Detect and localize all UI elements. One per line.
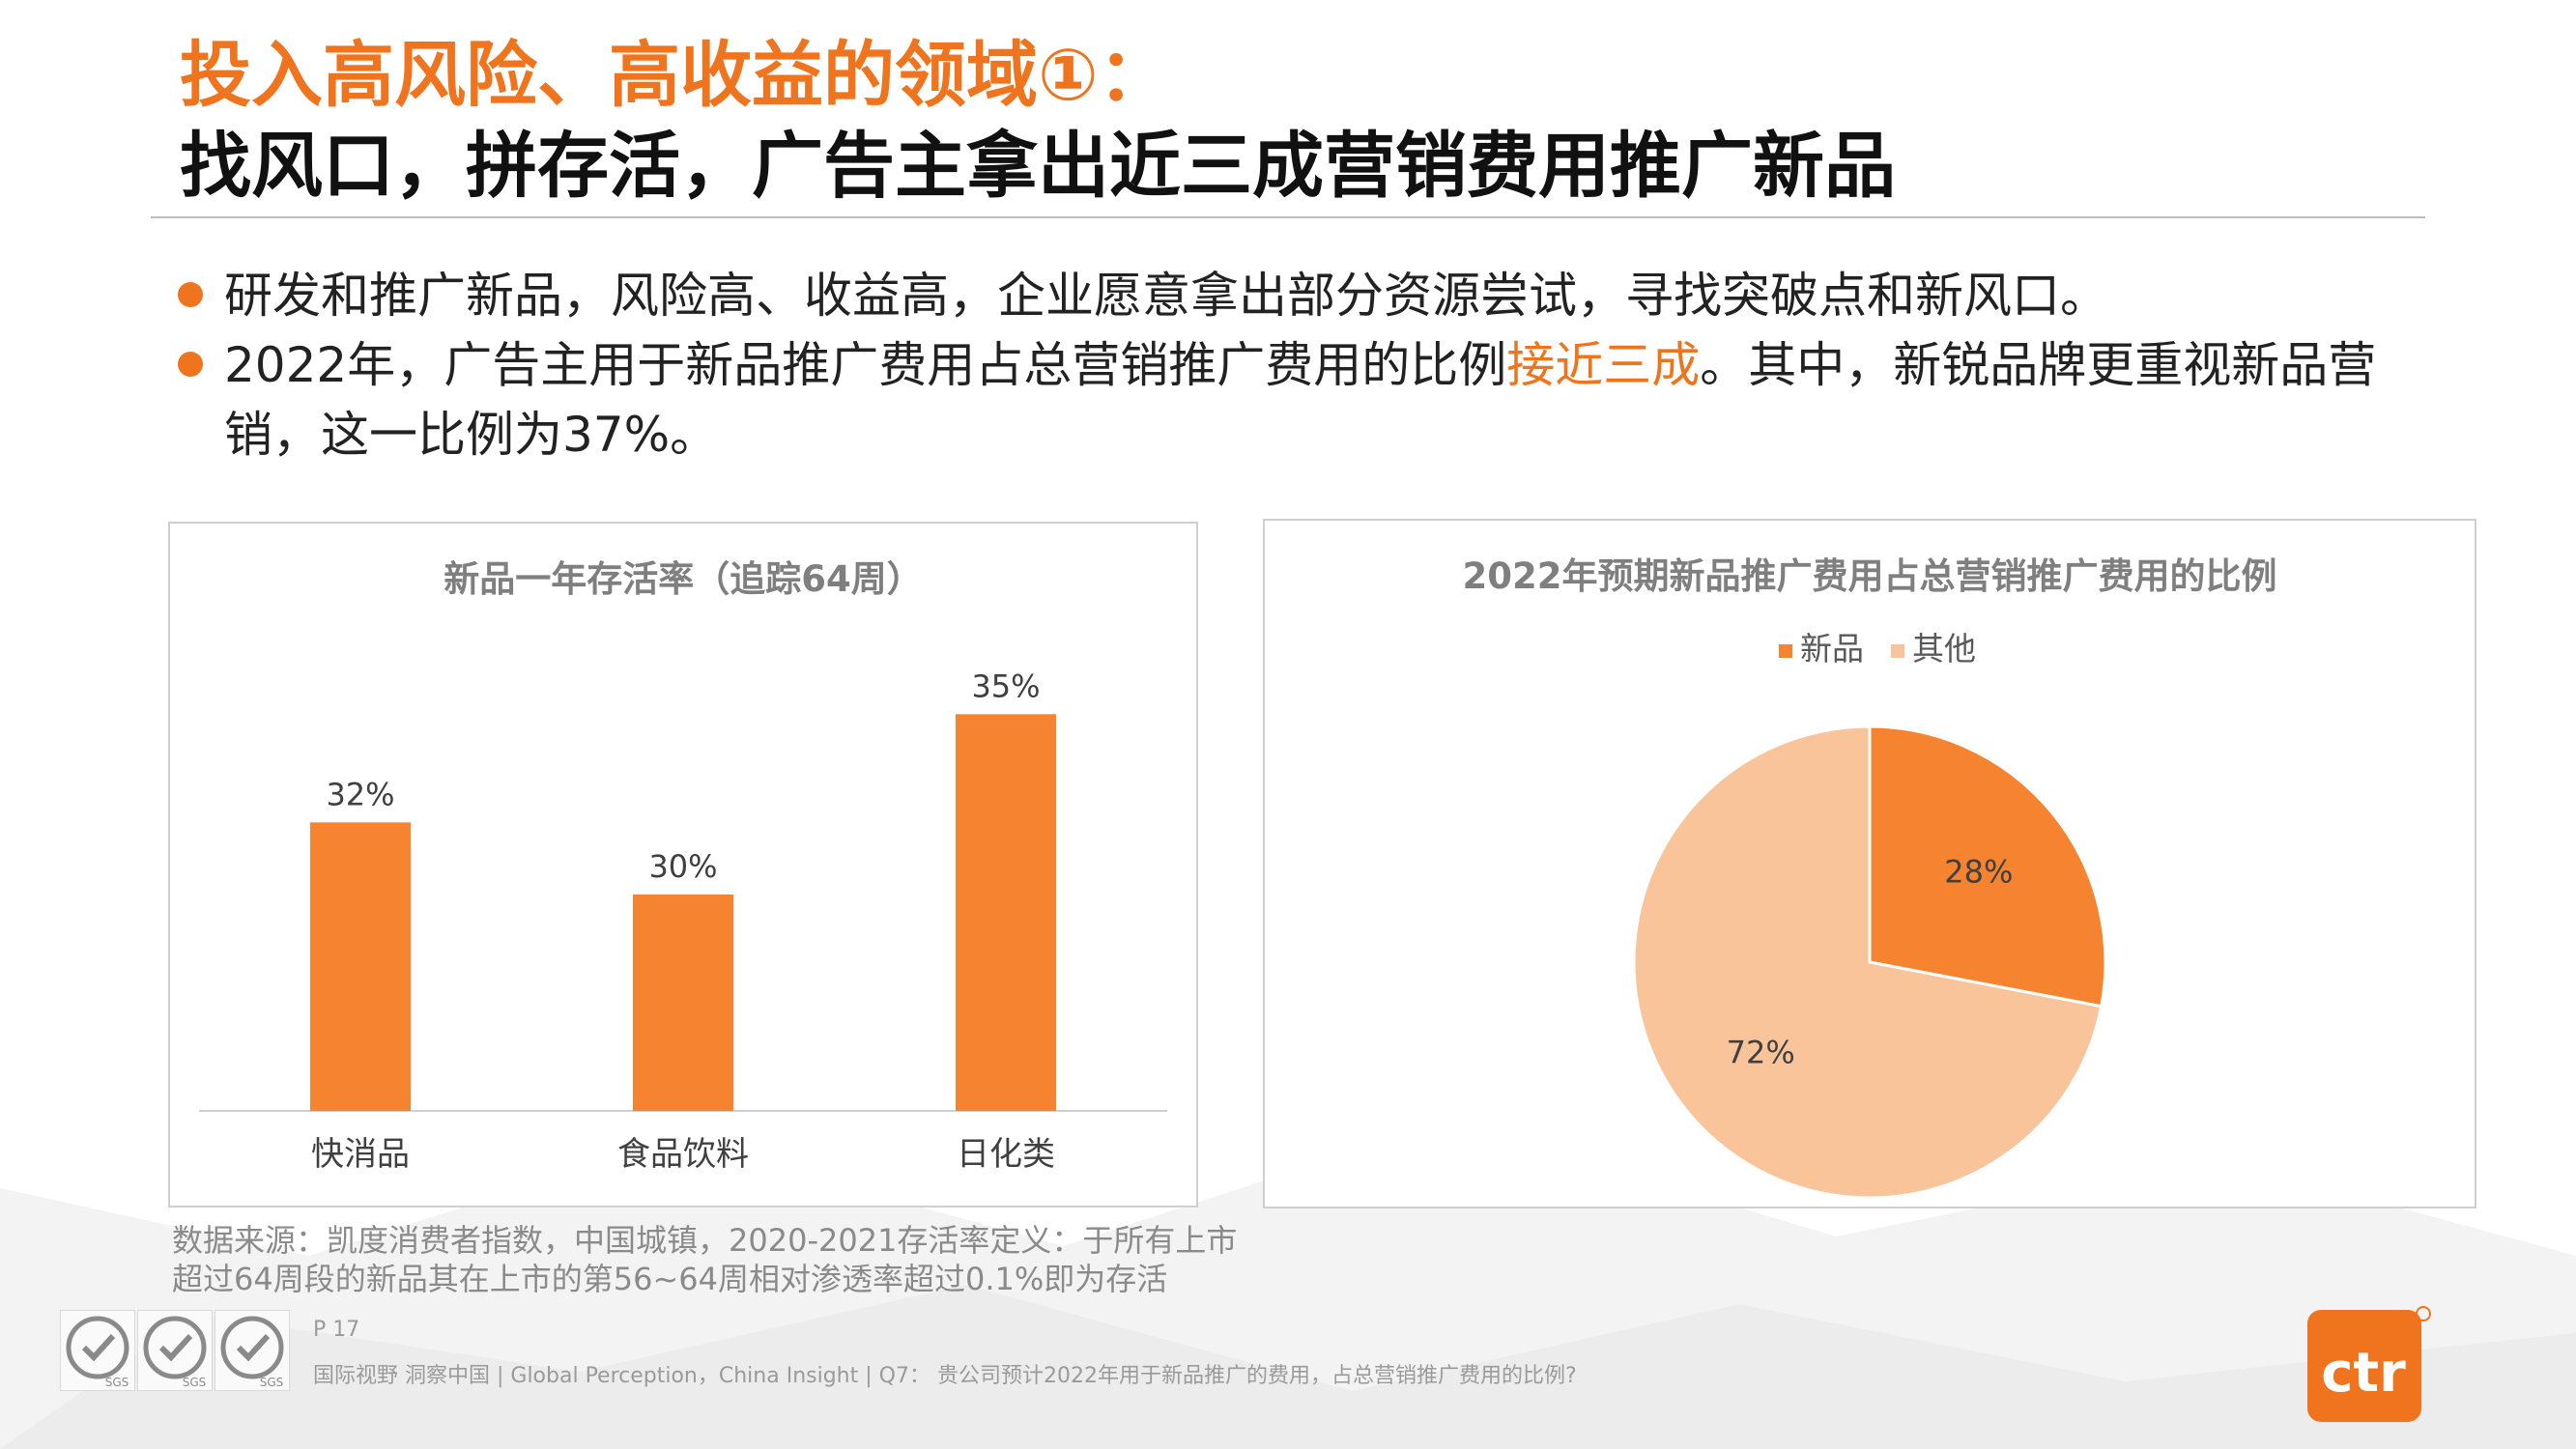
bar-chart: 新品一年存活率（追踪64周） 32% 快消品 30% 食品饮料 35% 日化类: [199, 558, 1167, 1174]
bar: [633, 895, 733, 1111]
certification-badge-icon: SGS: [137, 1310, 213, 1391]
title-divider: [151, 216, 2425, 218]
bullet-highlight: 接近三成: [1506, 337, 1701, 393]
bar-chart-title: 新品一年存活率（追踪64周）: [444, 558, 923, 600]
bar-value-label: 32%: [326, 776, 394, 812]
bar-category-label: 食品饮料: [617, 1135, 749, 1174]
bullet-item: 研发和推广新品，风险高、收益高，企业愿意拿出部分资源尝试，寻找突破点和新风口。: [178, 261, 2429, 330]
bar-category-label: 日化类: [957, 1135, 1055, 1174]
ctr-logo-icon: ctr: [2307, 1306, 2431, 1422]
bar: [310, 822, 411, 1111]
pie-legend-label: 其他: [1912, 630, 1976, 668]
certification-badges: SGS SGS SGS: [60, 1310, 290, 1393]
pie-chart-panel: 2022年预期新品推广费用占总营销推广费用的比例 新品 其他 28% 72%: [1263, 519, 2476, 1208]
pie-slice: [1632, 724, 2104, 1200]
bullet-text-pre: 2022年，广告主用于新品推广费用占总营销推广费用的比例: [224, 337, 1507, 393]
badge-label: SGS: [183, 1376, 207, 1389]
certification-badge-icon: SGS: [215, 1310, 290, 1391]
page-title-line2: 找风口，拼存活，广告主拿出近三成营销费用推广新品: [180, 125, 1896, 208]
bar-category-label: 快消品: [311, 1135, 410, 1174]
certification-badge-icon: SGS: [60, 1310, 135, 1391]
badge-label: SGS: [105, 1376, 129, 1389]
page-number: P 17: [313, 1318, 360, 1342]
pie-chart: 2022年预期新品推广费用占总营销推广费用的比例 新品 其他 28% 72%: [1463, 555, 2277, 1200]
bar-chart-panel: 新品一年存活率（追踪64周） 32% 快消品 30% 食品饮料 35% 日化类: [168, 522, 1198, 1208]
source-note: 数据来源：凯度消费者指数，中国城镇，2020-2021存活率定义：于所有上市超过…: [172, 1222, 1238, 1297]
bullet-list: 研发和推广新品，风险高、收益高，企业愿意拿出部分资源尝试，寻找突破点和新风口。 …: [178, 261, 2429, 469]
pie-slice: [1868, 724, 2107, 1009]
pie-value-label: 72%: [1727, 1034, 1795, 1070]
pie-chart-title: 2022年预期新品推广费用占总营销推广费用的比例: [1463, 555, 2277, 597]
bar: [956, 714, 1056, 1111]
badge-label: SGS: [260, 1376, 284, 1389]
page-title-line1: 投入高风险、高收益的领域①：: [180, 34, 1170, 117]
bullet-dot-icon: [178, 282, 203, 307]
bar-value-label: 30%: [648, 848, 717, 885]
pie-legend-label: 新品: [1800, 630, 1864, 668]
bullet-item: 2022年，广告主用于新品推广费用占总营销推广费用的比例接近三成。其中，新锐品牌…: [178, 330, 2429, 469]
footer-text: 国际视野 洞察中国 | Global Perception，China Insi…: [313, 1364, 1577, 1388]
pie-legend-swatch: [1779, 644, 1792, 658]
bullet-text: 研发和推广新品，风险高、收益高，企业愿意拿出部分资源尝试，寻找突破点和新风口。: [224, 268, 2108, 324]
bullet-text-post: 。其中，新锐品牌更重视新品营销，这一比例为37%。: [224, 337, 2377, 463]
bar-value-label: 35%: [971, 668, 1040, 704]
bullet-dot-icon: [178, 352, 203, 377]
pie-legend-swatch: [1891, 644, 1904, 658]
logo-text: ctr: [2321, 1342, 2406, 1405]
pie-value-label: 28%: [1944, 854, 2013, 891]
